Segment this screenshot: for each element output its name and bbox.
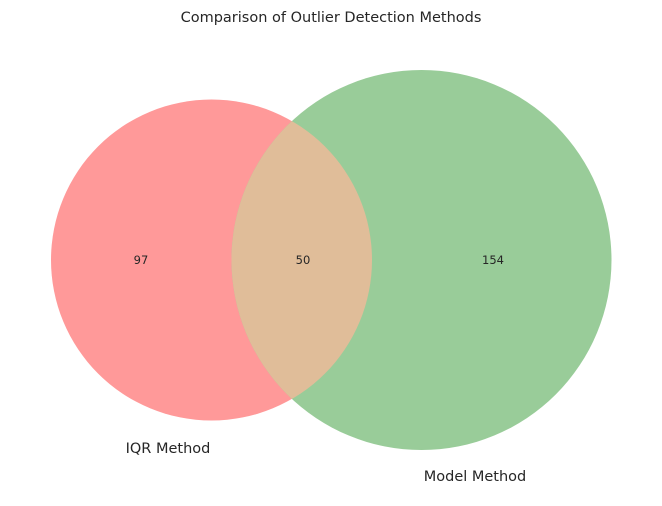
iqr-only-count: 97 [134, 253, 149, 267]
diagram-title: Comparison of Outlier Detection Methods [181, 10, 482, 26]
intersection-region [231, 99, 372, 421]
iqr-method-label: IQR Method [126, 441, 211, 457]
intersection-count: 50 [296, 253, 311, 267]
model-method-label: Model Method [424, 469, 527, 485]
model-only-count: 154 [482, 253, 504, 267]
